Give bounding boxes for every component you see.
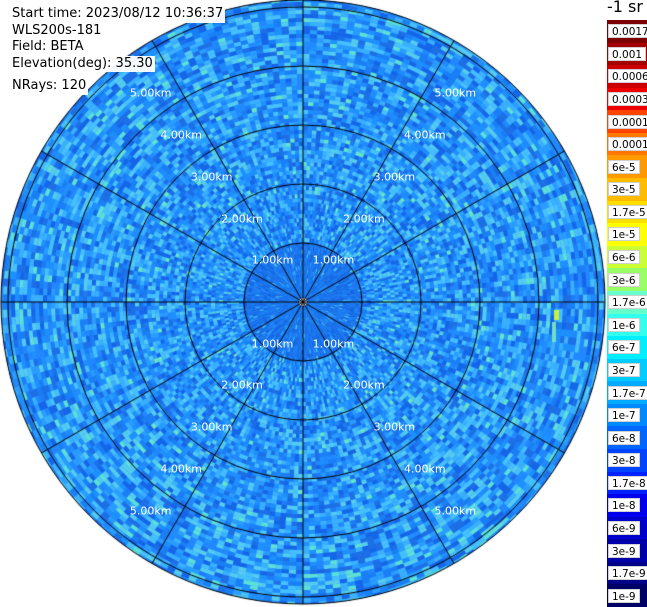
colorbar-label: 6e-5 xyxy=(608,159,640,174)
colorbar-label: 1.7e-5 xyxy=(608,204,647,219)
colorbar-label: 0.001 xyxy=(608,46,647,61)
colorbar-label: 0.0003 xyxy=(608,92,647,107)
colorbar-label: 0.0001 xyxy=(608,137,647,152)
colorbar-label: 1e-8 xyxy=(608,498,640,513)
field-text: Field: BETA xyxy=(10,39,86,56)
colorbar-label: 0.0006 xyxy=(608,69,647,84)
colorbar-label: 6e-9 xyxy=(608,520,640,535)
colorbar-label: 1.7e-7 xyxy=(608,385,647,400)
info-panel: Start time: 2023/08/12 10:36:37 WLS200s-… xyxy=(10,6,226,95)
instrument-text: WLS200s-181 xyxy=(10,22,104,39)
colorbar-label: 1e-9 xyxy=(608,588,640,603)
colorbar-label: 3e-9 xyxy=(608,543,640,558)
colorbar-label: 1e-7 xyxy=(608,408,640,423)
colorbar-label: 3e-5 xyxy=(608,182,640,197)
colorbar-label: 3e-7 xyxy=(608,362,640,377)
start-time-text: Start time: 2023/08/12 10:36:37 xyxy=(10,6,226,23)
colorbar-label: 1.7e-8 xyxy=(608,475,647,490)
colorbar-unit: -1 sr xyxy=(607,0,643,16)
colorbar-label: 6e-8 xyxy=(608,430,640,445)
colorbar-label: 1e-5 xyxy=(608,227,640,242)
nrays-text: NRays: 120 xyxy=(10,78,89,95)
colorbar-label: 0.00017 xyxy=(608,114,647,129)
colorbar-label: 1.7e-6 xyxy=(608,295,647,310)
colorbar-label: 0.0017 xyxy=(608,24,647,39)
colorbar-label: 3e-8 xyxy=(608,453,640,468)
colorbar-label: 6e-7 xyxy=(608,340,640,355)
colorbar-label: 3e-6 xyxy=(608,272,640,287)
colorbar-label: 1.7e-9 xyxy=(608,566,647,581)
elevation-text: Elevation(deg): 35.30 xyxy=(10,55,155,72)
colorbar-label: 6e-6 xyxy=(608,250,640,265)
colorbar-label: 1e-6 xyxy=(608,317,640,332)
